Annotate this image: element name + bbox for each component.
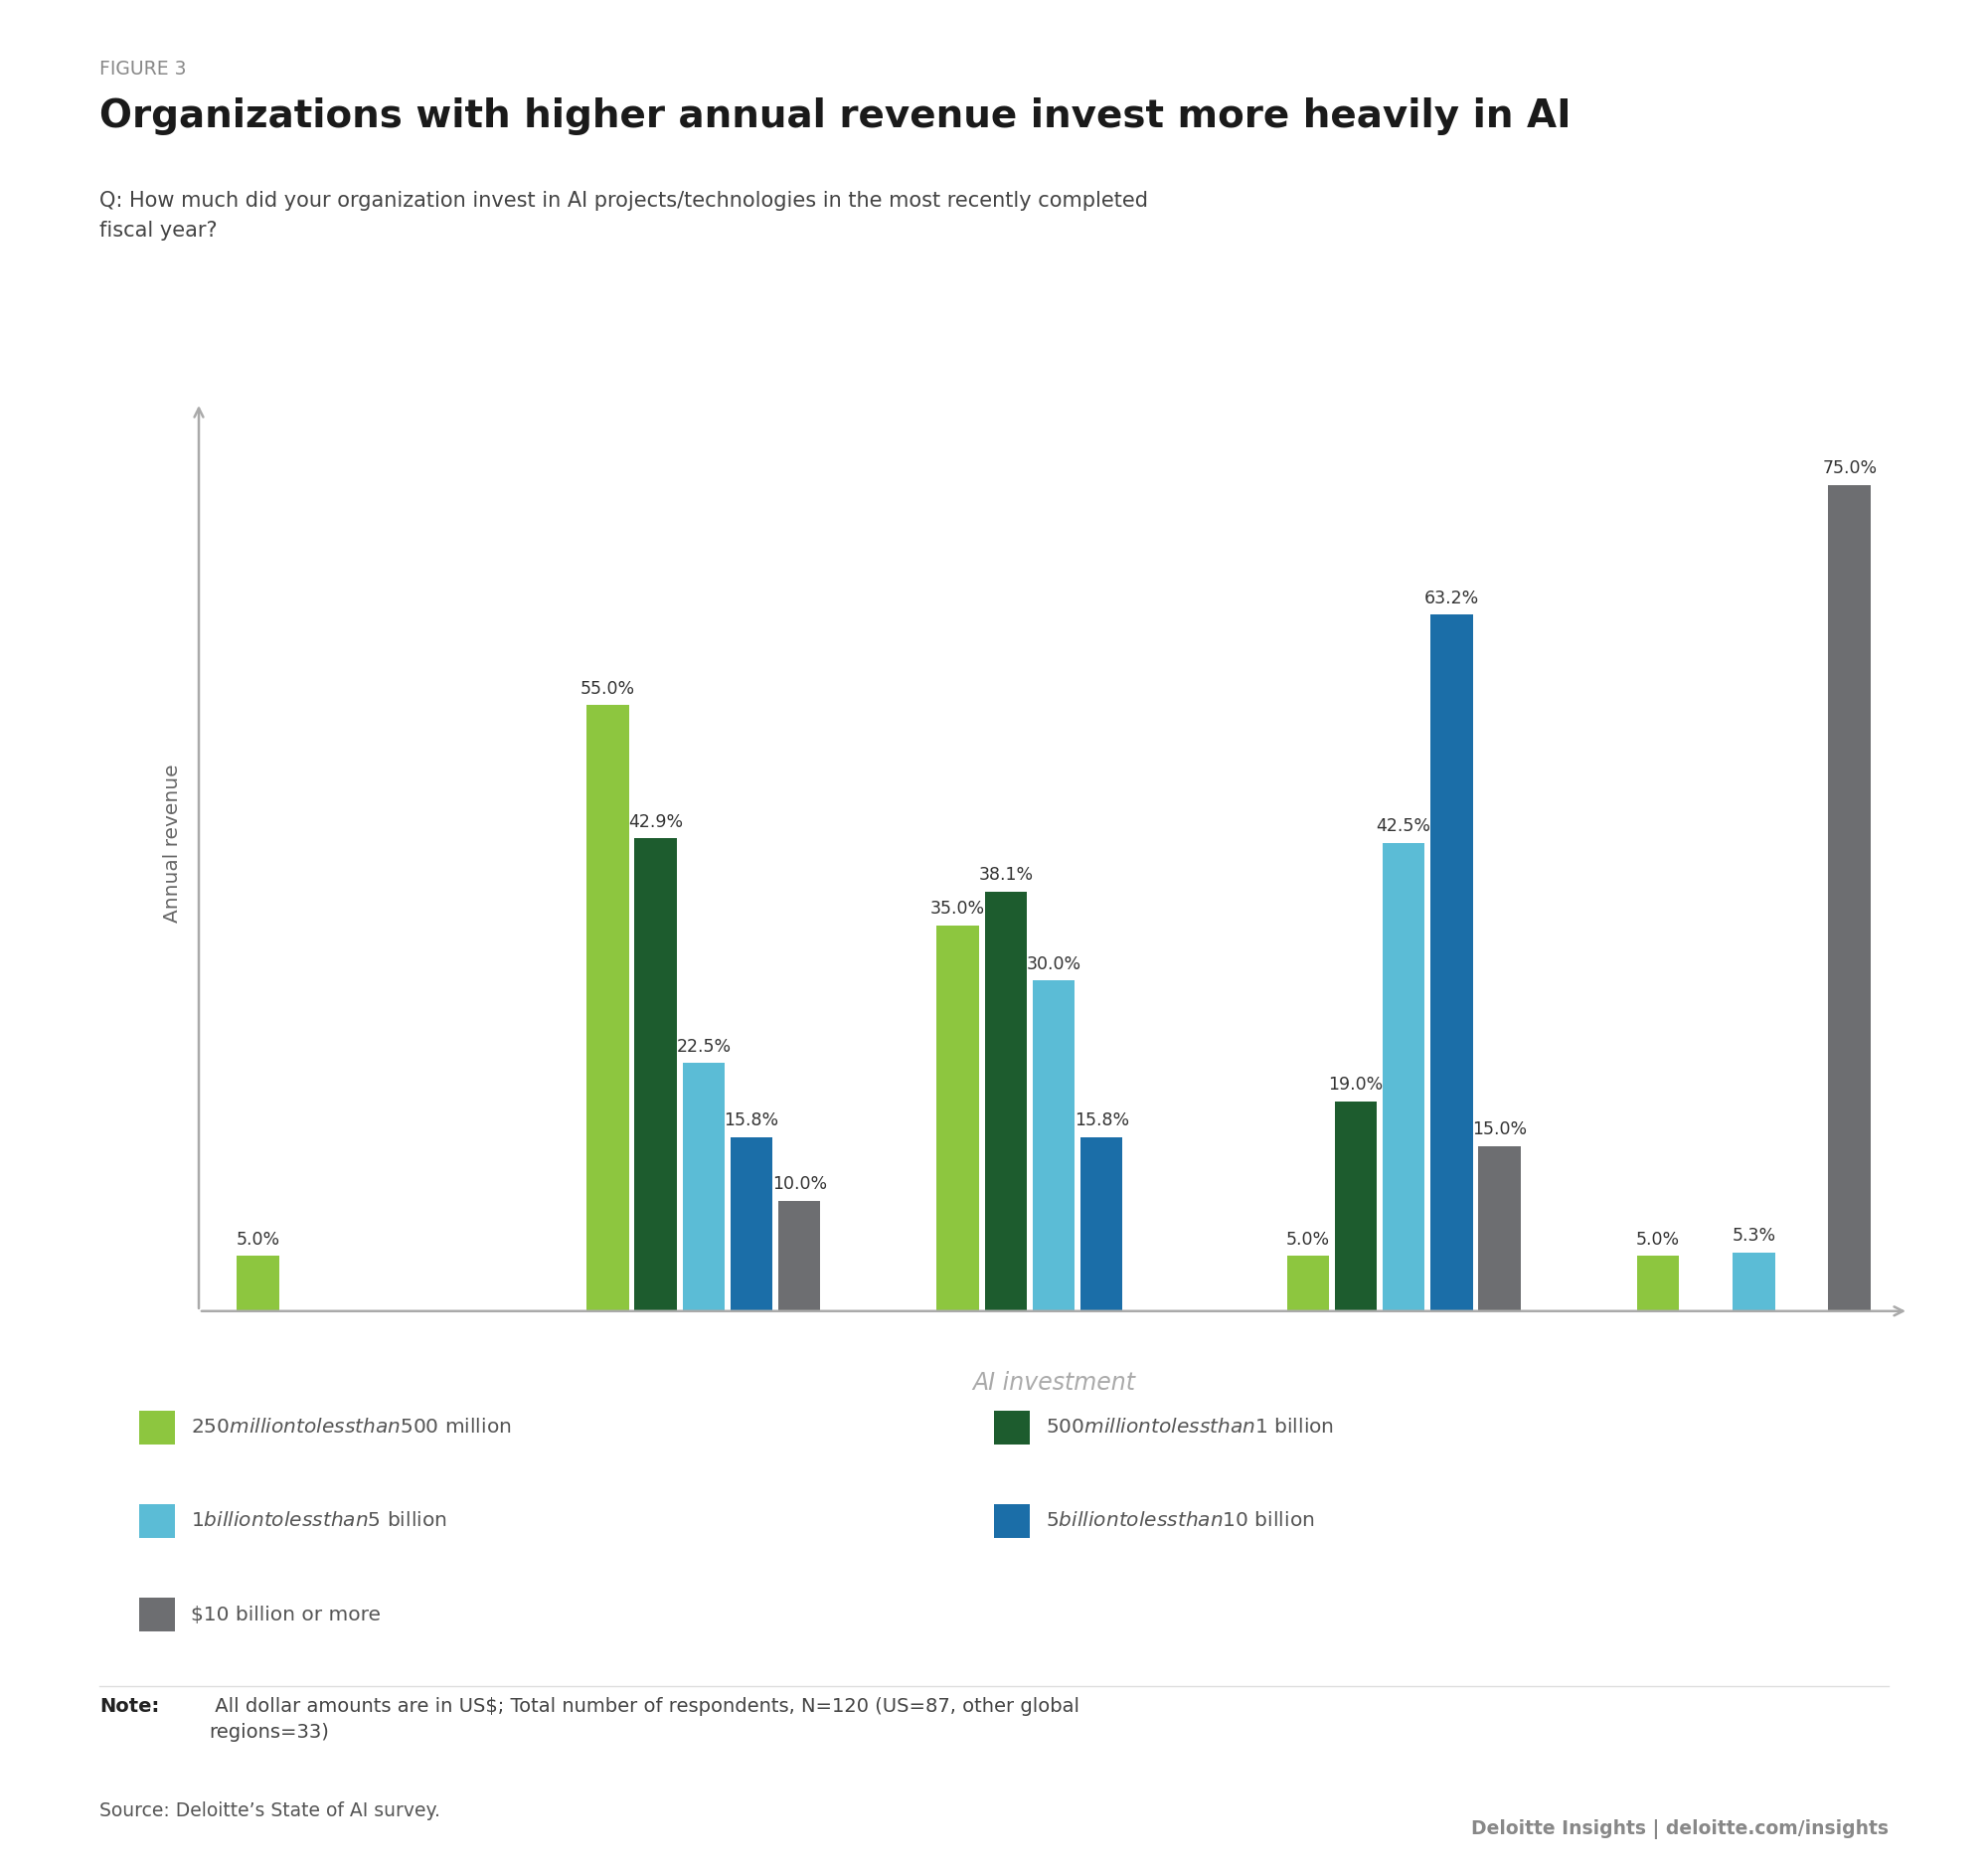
Text: 19.0%: 19.0% — [1328, 1077, 1384, 1094]
Text: $5 billion to less than $10 billion: $5 billion to less than $10 billion — [1046, 1512, 1314, 1530]
Bar — [779, 1201, 821, 1311]
Text: $500 million to less than $1 billion: $500 million to less than $1 billion — [1046, 1418, 1334, 1437]
Text: 5.0%: 5.0% — [1636, 1231, 1680, 1247]
Text: 42.9%: 42.9% — [628, 813, 684, 832]
Text: AI investment: AI investment — [972, 1371, 1135, 1395]
Bar — [1734, 1253, 1775, 1311]
Text: All dollar amounts are in US$; Total number of respondents, N=120 (US=87, other : All dollar amounts are in US$; Total num… — [209, 1697, 1079, 1742]
Y-axis label: Annual revenue: Annual revenue — [163, 764, 183, 922]
Bar — [984, 892, 1028, 1311]
Text: 55.0%: 55.0% — [580, 680, 636, 697]
Text: FIGURE 3: FIGURE 3 — [99, 60, 187, 79]
Text: Deloitte Insights | deloitte.com/insights: Deloitte Insights | deloitte.com/insight… — [1471, 1819, 1889, 1839]
Bar — [1431, 614, 1473, 1311]
Text: 15.8%: 15.8% — [724, 1111, 779, 1129]
Text: $250 million to less than $500 million: $250 million to less than $500 million — [191, 1418, 511, 1437]
Text: 42.5%: 42.5% — [1376, 817, 1431, 835]
Bar — [586, 704, 628, 1311]
Bar — [1286, 1257, 1328, 1311]
Text: 15.0%: 15.0% — [1471, 1120, 1527, 1139]
Text: 5.3%: 5.3% — [1732, 1227, 1775, 1246]
Bar — [936, 925, 978, 1311]
Bar — [730, 1137, 773, 1311]
Bar — [682, 1064, 726, 1311]
Bar — [1636, 1257, 1680, 1311]
Text: 10.0%: 10.0% — [771, 1176, 827, 1193]
Bar — [1479, 1146, 1521, 1311]
Text: 63.2%: 63.2% — [1423, 590, 1479, 607]
Text: 15.8%: 15.8% — [1074, 1111, 1129, 1129]
Bar — [1079, 1137, 1123, 1311]
Bar — [634, 839, 676, 1311]
Text: Organizations with higher annual revenue invest more heavily in AI: Organizations with higher annual revenue… — [99, 97, 1571, 135]
Text: $1 billion to less than $5 billion: $1 billion to less than $5 billion — [191, 1512, 447, 1530]
Text: Note:: Note: — [99, 1697, 159, 1716]
Text: Q: How much did your organization invest in AI projects/technologies in the most: Q: How much did your organization invest… — [99, 191, 1149, 240]
Text: 5.0%: 5.0% — [1286, 1231, 1330, 1247]
Bar — [1829, 485, 1871, 1311]
Text: 38.1%: 38.1% — [978, 865, 1034, 884]
Bar — [1382, 843, 1425, 1311]
Text: Source: Deloitte’s State of AI survey.: Source: Deloitte’s State of AI survey. — [99, 1802, 439, 1821]
Bar — [237, 1257, 278, 1311]
Text: 35.0%: 35.0% — [930, 899, 986, 918]
Text: $10 billion or more: $10 billion or more — [191, 1605, 382, 1624]
Bar — [1032, 981, 1076, 1311]
Bar — [1334, 1101, 1378, 1311]
Text: 75.0%: 75.0% — [1823, 459, 1877, 478]
Text: 22.5%: 22.5% — [676, 1038, 732, 1056]
Text: 5.0%: 5.0% — [237, 1231, 280, 1247]
Text: 30.0%: 30.0% — [1026, 955, 1081, 972]
